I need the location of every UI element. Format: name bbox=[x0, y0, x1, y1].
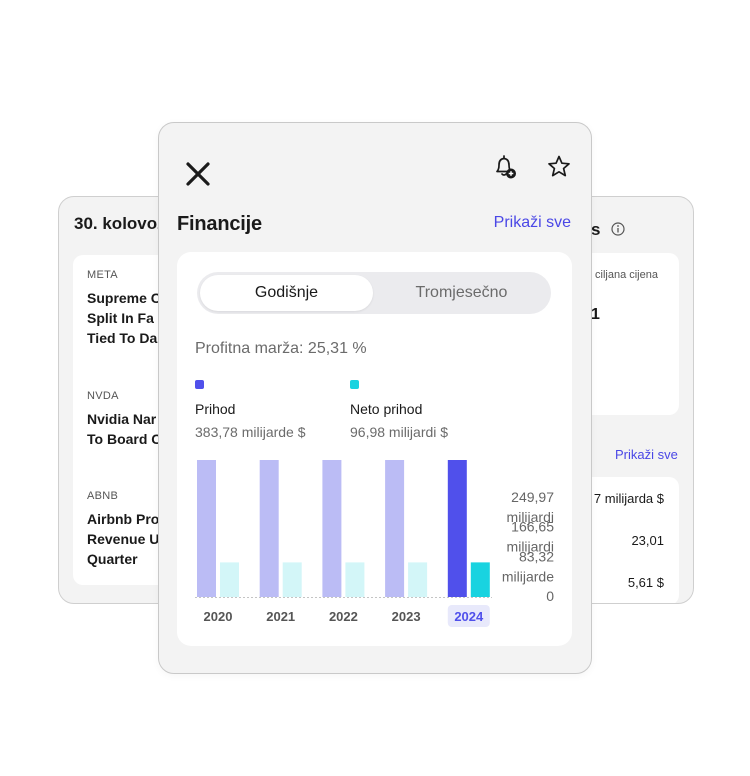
financials-card: Financije Prikaži sve Godišnje Tromjeseč… bbox=[158, 122, 592, 674]
x-tick-label: 2020 bbox=[204, 609, 233, 624]
legend-label: Neto prihod bbox=[350, 401, 423, 417]
y-tick-label: 166,65 bbox=[511, 519, 554, 535]
x-tick-label: 2024 bbox=[454, 609, 484, 624]
news-item[interactable]: NVDA Nvidia Nar To Board C bbox=[87, 390, 161, 449]
show-all-link[interactable]: Prikaži sve bbox=[615, 447, 678, 462]
news-item[interactable]: META Supreme C Split In Fa Tied To Da bbox=[87, 269, 161, 348]
x-tick-highlight bbox=[447, 605, 490, 627]
tab-quarterly[interactable]: Tromjesečno bbox=[415, 284, 508, 301]
close-icon[interactable] bbox=[183, 159, 213, 189]
legend-label: Prihod bbox=[195, 401, 236, 417]
y-tick-label: milijardi bbox=[507, 509, 554, 525]
legend-value: 383,78 milijarde $ bbox=[195, 424, 306, 440]
legend-value: 96,98 milijardi $ bbox=[350, 424, 449, 440]
news-ticker: ABNB bbox=[87, 490, 119, 502]
target-price-value: 1 bbox=[591, 306, 600, 323]
analyst-title: s bbox=[591, 220, 601, 239]
bar-net-income-2024[interactable] bbox=[470, 562, 490, 597]
news-headline: Airbnb Pro Revenue U Quarter bbox=[87, 511, 160, 567]
news-ticker: META bbox=[87, 269, 118, 281]
bar-net-income-2023[interactable] bbox=[408, 562, 428, 597]
bar-net-income-2021[interactable] bbox=[282, 562, 302, 597]
legend-revenue: Prihod 383,78 milijarde $ bbox=[195, 380, 306, 440]
news-headline: Supreme C Split In Fa Tied To Da bbox=[87, 290, 161, 346]
y-tick-label: milijardi bbox=[507, 539, 554, 555]
y-tick-label: 249,97 bbox=[511, 489, 554, 505]
x-tick-label: 2022 bbox=[329, 609, 358, 624]
y-tick-label: 83,32 bbox=[519, 548, 554, 564]
period-toggle: Godišnje Tromjesečno bbox=[197, 272, 551, 314]
news-headline: Nvidia Nar To Board C bbox=[87, 411, 162, 447]
show-all-link[interactable]: Prikaži sve bbox=[493, 214, 571, 231]
legend-swatch bbox=[195, 380, 204, 389]
y-tick-label: milijarde bbox=[502, 568, 554, 584]
y-tick-label: 0 bbox=[546, 588, 554, 604]
star-icon[interactable] bbox=[545, 153, 573, 181]
metric-value: 7 milijarda $ bbox=[593, 491, 664, 506]
bar-revenue-2023[interactable] bbox=[385, 460, 405, 597]
news-date: 30. kolovoz bbox=[74, 214, 166, 233]
section-title: Financije bbox=[177, 213, 262, 235]
metric-value: 23,01 bbox=[631, 533, 664, 548]
bar-net-income-2020[interactable] bbox=[220, 562, 239, 597]
financials-panel: Godišnje Tromjesečno Profitna marža: 25,… bbox=[177, 252, 572, 646]
legend-swatch bbox=[350, 380, 359, 389]
bar-revenue-2024[interactable] bbox=[447, 460, 467, 597]
bar-revenue-2021[interactable] bbox=[259, 460, 279, 597]
x-tick-label: 2021 bbox=[266, 609, 295, 624]
profit-margin: Profitna marža: 25,31 % bbox=[195, 340, 367, 357]
revenue-bar-chart: 2020 2021 2022 2023 2024249,97milijardi166,6… bbox=[195, 460, 554, 627]
bar-revenue-2022[interactable] bbox=[322, 460, 342, 597]
metric-value: 5,61 $ bbox=[627, 575, 664, 590]
tab-annual[interactable]: Godišnje bbox=[200, 275, 373, 311]
news-ticker: NVDA bbox=[87, 390, 119, 402]
legend-net-income: Neto prihod 96,98 milijardi $ bbox=[350, 380, 448, 440]
x-tick-label: 2023 bbox=[392, 609, 421, 624]
bar-revenue-2020[interactable] bbox=[197, 460, 216, 597]
info-icon[interactable] bbox=[611, 222, 625, 236]
bell-plus-icon[interactable] bbox=[491, 153, 519, 181]
news-item[interactable]: ABNB Airbnb Pro Revenue U Quarter bbox=[87, 490, 159, 569]
target-price-label: ciljana cijena bbox=[595, 269, 658, 281]
bar-net-income-2022[interactable] bbox=[345, 562, 365, 597]
